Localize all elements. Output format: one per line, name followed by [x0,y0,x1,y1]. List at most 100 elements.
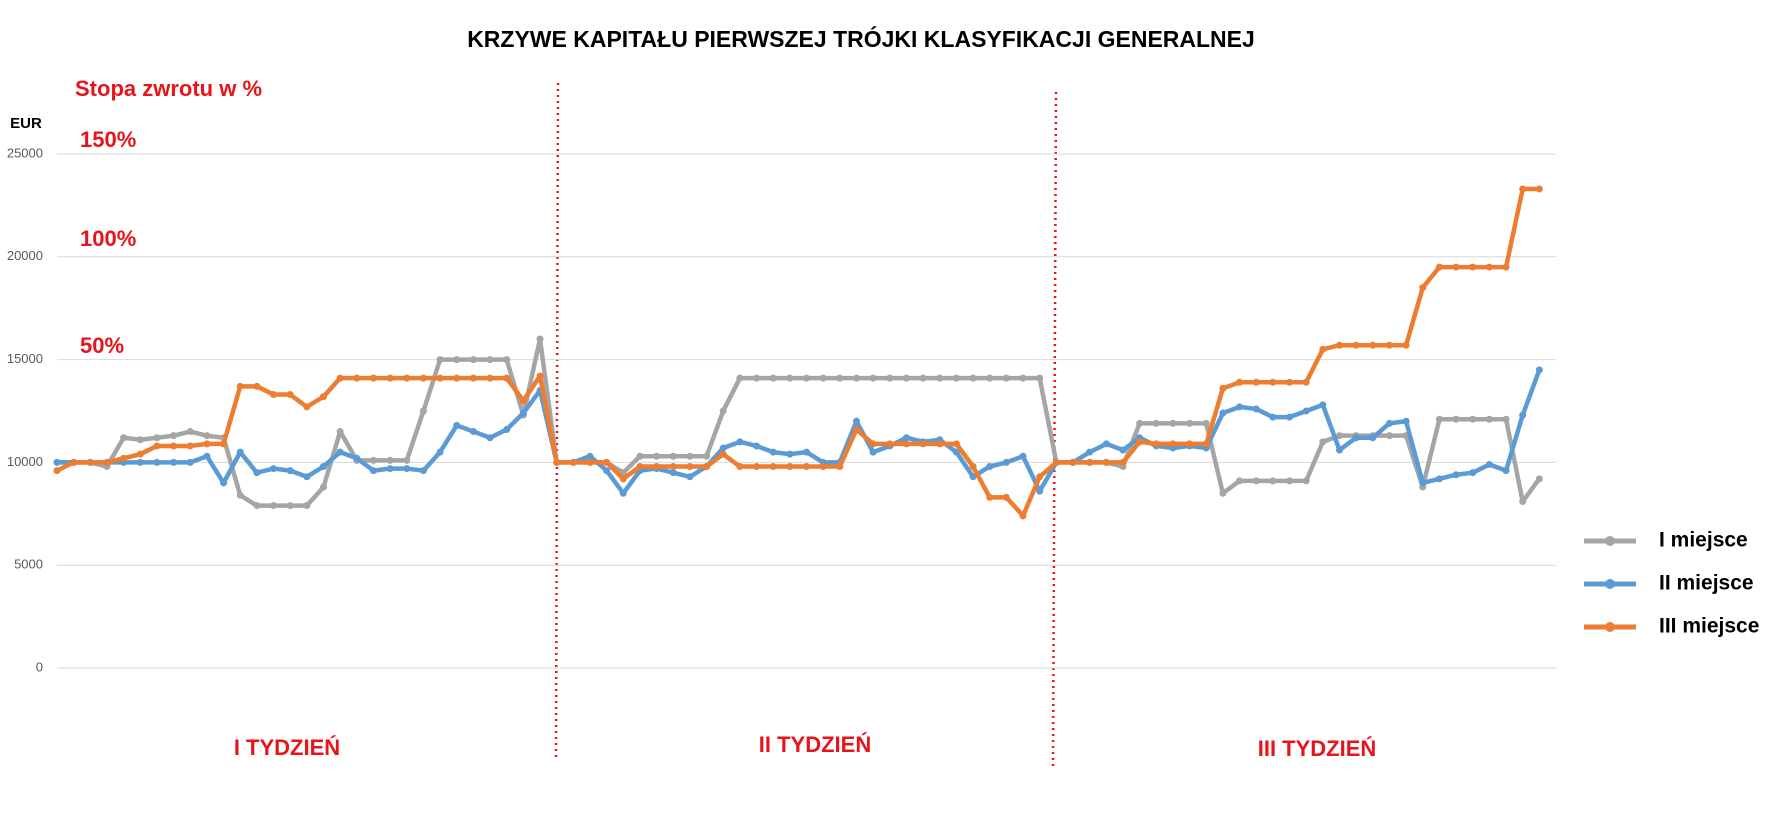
data-point [1485,415,1493,423]
data-point [869,448,877,456]
data-point [1502,263,1510,271]
data-point [1152,419,1160,427]
legend-marker [1605,536,1615,546]
data-point [469,374,477,382]
data-point [386,456,394,464]
data-point [636,452,644,460]
data-point [1102,440,1110,448]
data-point [936,440,944,448]
data-point [753,374,761,382]
data-point [603,467,611,475]
data-point [1385,432,1393,440]
data-point [1369,341,1377,349]
data-point [803,463,810,471]
y-tick-label: 25000 [7,145,43,160]
data-point [203,440,211,448]
data-point [736,374,744,382]
data-point [836,374,844,382]
week-label: II TYDZIEŃ [759,732,871,757]
data-point [769,448,777,456]
data-point [403,374,411,382]
legend-label: II miejsce [1659,572,1754,595]
data-point [1419,284,1427,292]
data-point [1352,341,1360,349]
data-point [786,450,794,458]
data-point [686,452,694,460]
data-point [1119,446,1127,454]
data-point [869,440,877,448]
data-point [886,374,894,382]
data-point [1519,411,1527,419]
data-point [969,374,977,382]
data-point [852,426,860,434]
data-point [120,434,128,442]
y-axis-label: EUR [10,115,42,132]
data-point [1452,263,1460,271]
plot-area [53,185,1543,520]
data-point [803,374,810,382]
data-point [303,403,311,411]
grid: 0 5000 10000 15000 20000 25000 [7,145,1556,674]
data-point [986,463,994,471]
data-point [636,463,644,471]
data-point [1236,378,1244,386]
data-point [1102,458,1110,466]
data-point [1469,415,1477,423]
data-point [1236,403,1244,411]
data-point [669,463,677,471]
data-point [369,374,377,382]
data-point [1252,477,1260,485]
data-point [1269,477,1277,485]
data-point [669,452,677,460]
data-point [902,374,910,382]
data-point [153,442,161,450]
data-point [719,407,727,415]
data-point [819,374,827,382]
data-point [1169,419,1177,427]
data-point [303,502,311,510]
week-label: I TYDZIEŃ [234,735,340,760]
data-point [253,469,261,477]
data-point [586,452,594,460]
data-point [1319,345,1327,353]
data-point [586,458,594,466]
data-point [236,382,244,390]
data-point [1019,452,1027,460]
data-point [153,434,161,442]
data-point [603,458,611,466]
data-point [1402,417,1410,425]
data-point [852,417,860,425]
data-point [753,442,761,450]
data-point [53,467,61,475]
data-point [120,454,128,462]
data-point [503,356,511,364]
week-label: III TYDZIEŃ [1258,736,1377,761]
data-point [253,502,261,510]
data-point [136,458,144,466]
data-point [986,493,994,501]
data-point [902,434,910,442]
data-point [836,463,844,471]
data-point [503,426,511,434]
data-point [653,452,661,460]
data-point [919,374,927,382]
data-point [1485,263,1493,271]
data-point [319,463,327,471]
data-point [286,391,294,399]
data-point [253,382,261,390]
data-point [436,448,444,456]
data-point [503,374,511,382]
data-point [319,483,327,491]
data-point [819,463,827,471]
data-point [203,452,211,460]
data-point [1252,378,1260,386]
data-point [236,448,244,456]
data-point [1535,475,1543,483]
data-point [952,448,960,456]
data-point [1269,378,1277,386]
data-point [1519,497,1527,505]
data-point [419,374,427,382]
data-point [53,458,61,466]
data-point [1002,493,1010,501]
data-point [436,356,444,364]
